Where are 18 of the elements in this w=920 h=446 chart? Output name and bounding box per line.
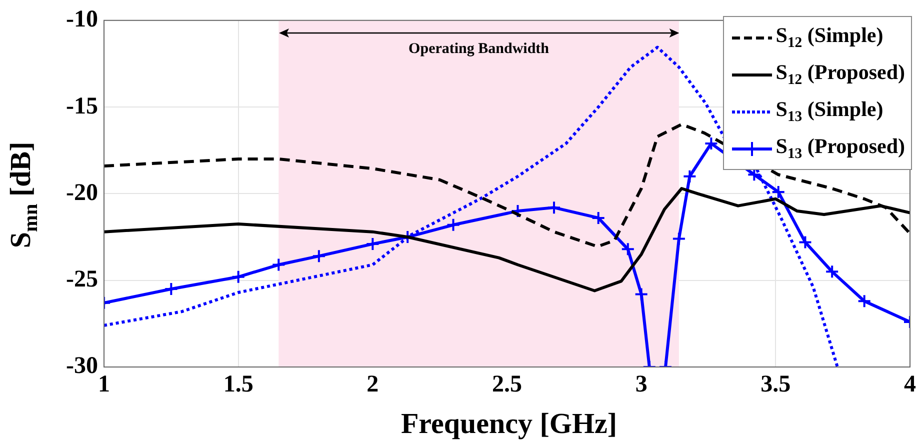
legend-label: S$_{12}$ (Simple) bbox=[776, 22, 884, 52]
x-tick-label: 3.5 bbox=[760, 372, 791, 398]
x-tick-label: 2.5 bbox=[492, 372, 522, 398]
x-tick-label: 1.5 bbox=[223, 372, 254, 398]
x-tick-label: 4 bbox=[904, 372, 916, 398]
y-tick-label: -10 bbox=[66, 6, 98, 33]
y-tick-label: -25 bbox=[66, 266, 98, 293]
x-tick-label: 3 bbox=[635, 372, 648, 398]
y-tick-label: -20 bbox=[66, 180, 98, 206]
legend-label: S$_{12}$ (Proposed) bbox=[776, 60, 905, 90]
y-tick-label: -30 bbox=[66, 353, 98, 380]
x-axis-title: Frequency [GHz] bbox=[400, 408, 618, 441]
band-label: Operating Bandwidth bbox=[408, 41, 550, 58]
legend-label: S$_{13}$ (Simple) bbox=[776, 96, 884, 126]
y-tick-label: -15 bbox=[66, 93, 98, 120]
legend-label: S$_{13}$ (Proposed) bbox=[776, 134, 905, 164]
x-tick-label: 2 bbox=[366, 372, 379, 398]
x-tick-label: 1 bbox=[98, 372, 110, 398]
